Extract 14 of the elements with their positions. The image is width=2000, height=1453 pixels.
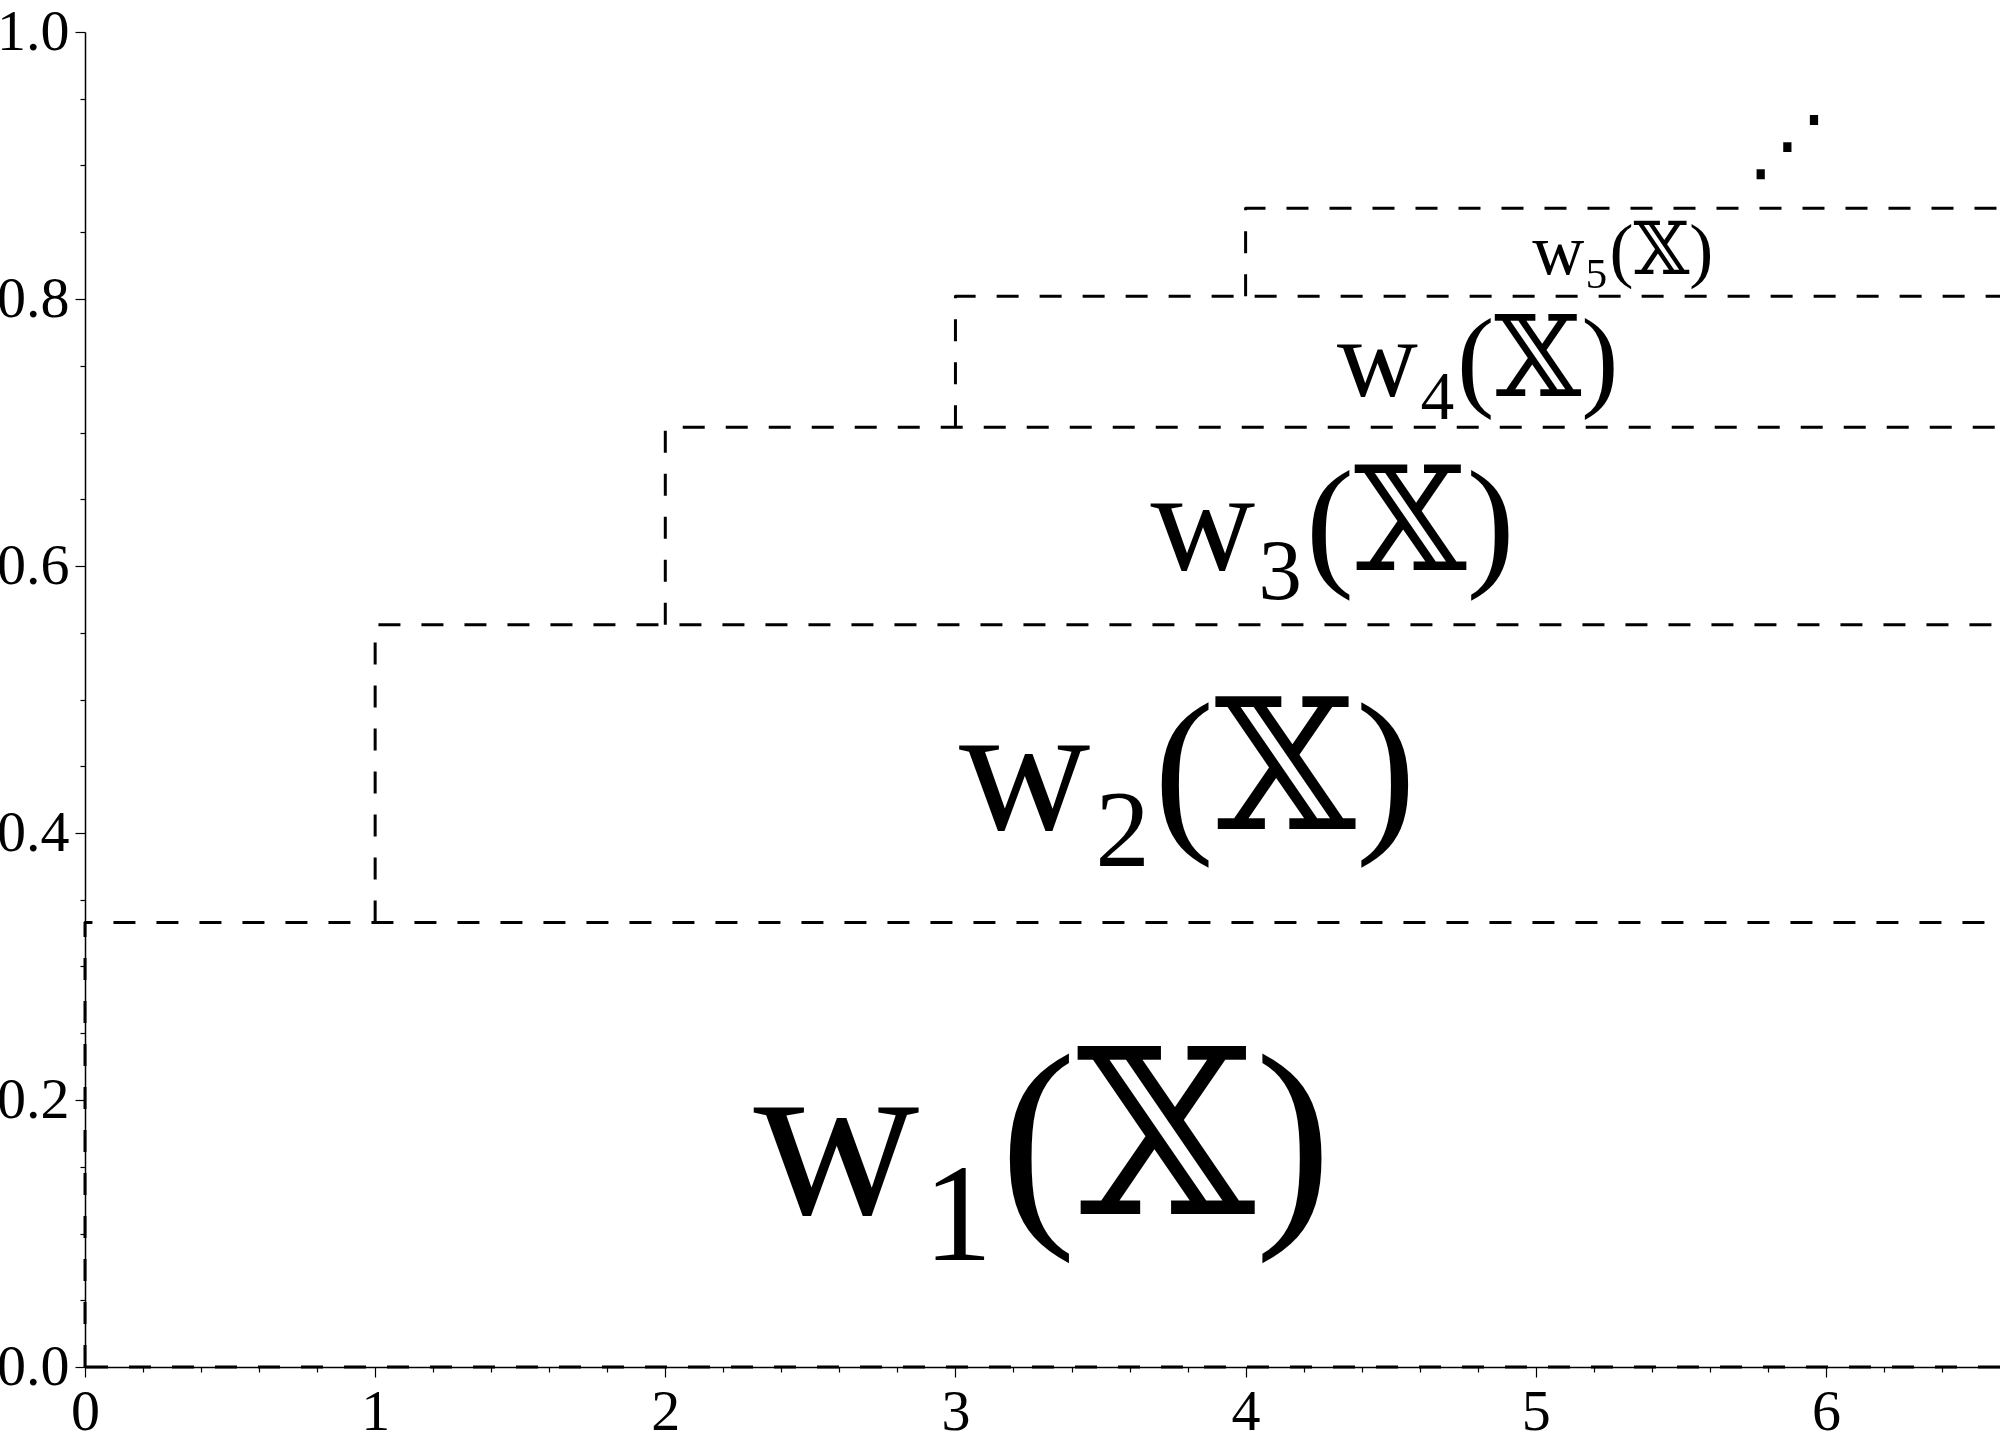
series-label: w₁(𝕏) <box>753 1008 1332 1264</box>
series-label: w₃(𝕏) <box>1150 440 1515 601</box>
x-tick-label: 4 <box>1231 1377 1261 1443</box>
x-tick-label: 3 <box>941 1377 971 1443</box>
series-label: w₅(𝕏) <box>1532 210 1714 291</box>
series-label: w₂(𝕏) <box>958 666 1417 868</box>
series-label: w₄(𝕏) <box>1337 295 1619 420</box>
x-tick-label: 2 <box>651 1377 681 1443</box>
annotation: ⋰ <box>1747 101 1828 190</box>
y-tick-label: 1.0 <box>0 0 70 63</box>
x-tick-label: 5 <box>1521 1377 1551 1443</box>
x-tick-label: 1 <box>361 1377 391 1443</box>
x-tick-label: 0 <box>71 1377 100 1443</box>
x-tick-label: 6 <box>1811 1377 1841 1443</box>
